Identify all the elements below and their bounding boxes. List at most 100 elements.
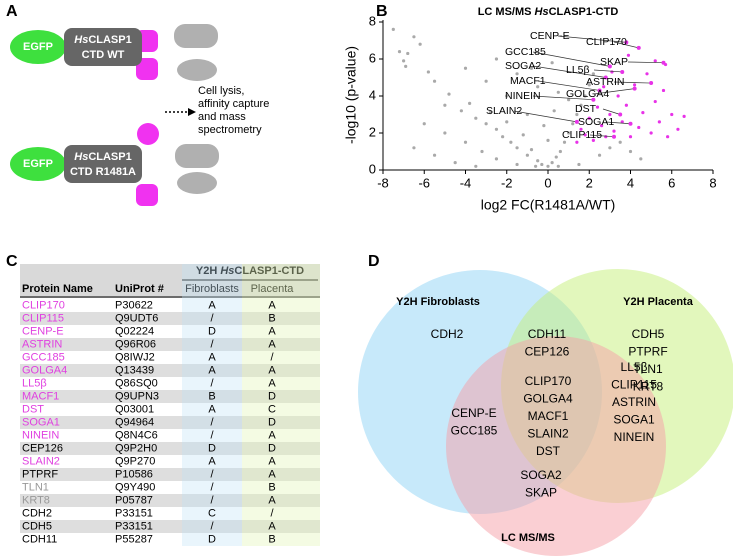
- title-part: CLASP1-CTD: [549, 6, 619, 18]
- point-label: MACF1: [510, 75, 546, 87]
- point-label: SKAP: [600, 56, 628, 68]
- venn-member: KRT8: [633, 380, 664, 394]
- group-header-part: Hs: [220, 265, 234, 277]
- point-label: NINEIN: [505, 90, 541, 102]
- protein-name: ASTRIN: [22, 338, 62, 350]
- data-point: [600, 124, 604, 128]
- venn-member: PTPRF: [628, 345, 667, 359]
- data-point: [649, 131, 653, 135]
- venn-member: CENP-E: [451, 406, 496, 420]
- data-point: [603, 75, 608, 80]
- table-cell: A: [268, 364, 276, 376]
- label-leader: [613, 41, 639, 49]
- data-point: [391, 27, 395, 31]
- table-cell: A: [208, 364, 216, 376]
- label-leader: [593, 88, 635, 95]
- protein-name: CLIP170: [22, 299, 65, 311]
- data-point: [583, 133, 587, 137]
- point-label: SLAIN2: [486, 105, 522, 117]
- data-point: [653, 59, 657, 63]
- protein-name: CEP126: [22, 442, 63, 454]
- protein-name: SOGA1: [22, 416, 60, 428]
- data-point: [608, 112, 612, 117]
- binding-partner: [136, 58, 158, 80]
- data-point: [567, 131, 571, 135]
- title-part: Hs: [535, 6, 549, 18]
- point-label: SOGA1: [578, 116, 614, 128]
- data-point: [501, 135, 505, 139]
- data-point: [453, 161, 457, 165]
- venn-set-label: Y2H Fibroblasts: [396, 296, 480, 308]
- data-point: [624, 40, 629, 45]
- data-point: [515, 146, 519, 150]
- data-point: [597, 153, 602, 157]
- data-point: [494, 127, 499, 131]
- data-point: [591, 138, 595, 142]
- table-cell: Q9UPN3: [115, 390, 159, 402]
- data-point: [558, 149, 562, 154]
- venn-member: LL5β: [621, 360, 648, 374]
- venn-set-label: LC MS/MS: [501, 532, 555, 544]
- table-cell: A: [268, 377, 276, 389]
- data-point: [463, 66, 468, 70]
- label-leader: [537, 80, 600, 91]
- data-point: [447, 92, 451, 96]
- point-label: GCC185: [505, 46, 546, 58]
- process-text: affinity capture: [198, 98, 269, 110]
- data-point: [554, 155, 558, 159]
- table-cell: Q8N4C6: [115, 429, 158, 441]
- row-bg: [20, 416, 320, 429]
- table-cell: A: [268, 338, 276, 350]
- construct-variant: CTD R1481A: [70, 166, 136, 178]
- data-point: [459, 109, 463, 113]
- row-bg: [20, 312, 320, 325]
- data-point: [670, 112, 674, 117]
- venn-member: GOLGA4: [523, 392, 573, 406]
- data-point: [618, 140, 622, 144]
- x-tick-label: -4: [460, 175, 472, 190]
- venn-member: MACF1: [528, 409, 569, 423]
- data-point: [540, 162, 544, 167]
- x-tick-label: 6: [668, 175, 675, 190]
- data-point: [597, 88, 602, 93]
- table-cell: C: [208, 507, 216, 519]
- table-cell: /: [210, 468, 214, 480]
- data-point: [575, 140, 579, 144]
- row-bg: [20, 390, 320, 403]
- x-tick-label: -6: [418, 175, 430, 190]
- data-point: [515, 72, 519, 76]
- y-axis-label: -log10 (p-value): [343, 46, 359, 144]
- label-leader: [627, 61, 664, 64]
- label-leader: [593, 69, 623, 73]
- protein-name: CLIP115: [22, 312, 64, 324]
- chart-title: LC MS/MS HsCLASP1-CTD: [478, 6, 619, 18]
- data-point: [577, 162, 581, 167]
- label-leader: [557, 35, 627, 43]
- venn-member: SKAP: [525, 486, 557, 500]
- table-cell: /: [210, 520, 214, 532]
- table-cell: /: [210, 481, 214, 493]
- data-point: [515, 162, 519, 167]
- data-point: [591, 97, 596, 102]
- table-cell: D: [208, 442, 216, 454]
- data-point: [661, 88, 666, 93]
- data-point: [604, 135, 608, 139]
- table-cell: Q03001: [115, 403, 154, 415]
- data-point: [556, 90, 560, 94]
- data-point: [639, 157, 643, 161]
- data-point: [552, 109, 556, 113]
- protein-name: CDH11: [22, 533, 57, 545]
- row-bg: [20, 442, 320, 455]
- table-cell: Q9Y490: [115, 481, 155, 493]
- data-point: [657, 120, 661, 124]
- table-cell: Q9UDT6: [115, 312, 158, 324]
- data-point: [521, 133, 525, 137]
- table-cell: A: [268, 455, 276, 467]
- data-point: [404, 64, 408, 68]
- x-tick-label: 0: [544, 175, 551, 190]
- label-leader: [589, 134, 615, 138]
- protein-name: LL5β: [22, 377, 47, 389]
- data-point: [534, 164, 538, 168]
- point-label: SOGA2: [505, 60, 541, 72]
- table-cell: /: [270, 351, 274, 363]
